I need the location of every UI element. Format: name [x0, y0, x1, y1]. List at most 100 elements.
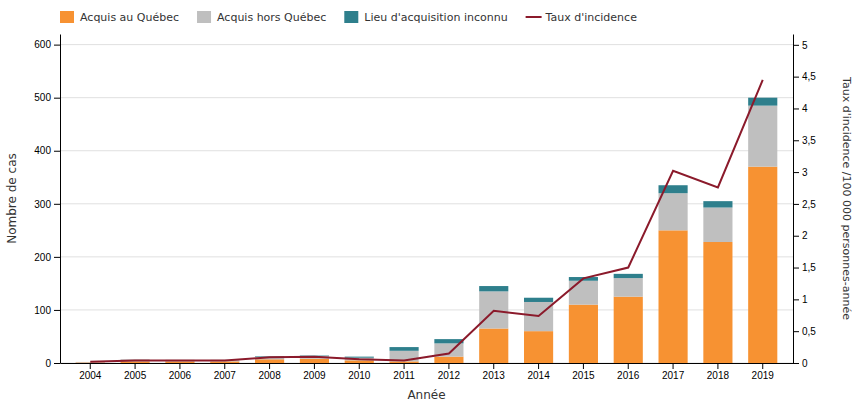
tick-mark	[762, 363, 763, 369]
tick-mark	[793, 331, 799, 332]
tick: 2,5	[793, 199, 816, 210]
tick-label: 2010	[348, 370, 371, 381]
tick-mark	[717, 363, 718, 369]
tick-label: 2018	[707, 370, 730, 381]
legend-swatch	[526, 16, 542, 18]
tick-label: 600	[34, 39, 51, 50]
tick: 0	[45, 358, 60, 369]
tick: 2008	[258, 363, 281, 381]
axis-line	[61, 363, 794, 364]
legend-item: Acquis hors Québec	[197, 11, 326, 24]
tick: 100	[34, 305, 60, 316]
tick: 2011	[393, 363, 415, 381]
tick-label: 2014	[527, 370, 550, 381]
tick-mark	[493, 363, 494, 369]
legend-item: Lieu d'acquisition inconnu	[344, 11, 507, 24]
tick-mark	[793, 363, 799, 364]
bar	[210, 361, 239, 363]
tick: 2	[793, 230, 808, 241]
tick-mark	[583, 363, 584, 369]
tick-mark	[54, 363, 60, 364]
tick-label: 1	[802, 294, 808, 305]
bar	[165, 361, 194, 363]
tick-label: 4,5	[802, 71, 816, 82]
tick-mark	[793, 204, 799, 205]
tick: 2015	[572, 363, 595, 381]
tick-mark	[54, 98, 60, 99]
tick-mark	[793, 140, 799, 141]
tick-mark	[54, 151, 60, 152]
bar	[300, 359, 329, 363]
tick-label: 2011	[393, 370, 415, 381]
plot: 2004200520062007200820092010201120122013…	[34, 35, 816, 382]
tick: 2012	[438, 363, 461, 381]
tick-label: 100	[34, 305, 51, 316]
tick-mark	[269, 363, 270, 369]
tick: 0	[793, 358, 808, 369]
tick: 2010	[348, 363, 371, 381]
tick-label: 2017	[662, 370, 685, 381]
legend-swatch	[197, 11, 211, 23]
tick-label: 2019	[752, 370, 775, 381]
bar-series	[255, 98, 777, 358]
tick-label: 2015	[572, 370, 595, 381]
axis-line	[60, 35, 61, 364]
bar	[748, 167, 777, 363]
bar	[479, 286, 508, 291]
bar	[255, 359, 284, 363]
tick: 400	[34, 145, 60, 156]
y2-axis: 00,511,522,533,544,55	[793, 35, 816, 369]
tick-label: 2009	[303, 370, 326, 381]
bar	[524, 331, 553, 363]
tick-label: 2,5	[802, 199, 816, 210]
chart: 2004200520062007200820092010201120122013…	[0, 0, 857, 409]
x-axis-title: Année	[407, 388, 445, 402]
tick: 2004	[79, 363, 102, 381]
bar	[614, 297, 643, 363]
tick-label: 400	[34, 145, 51, 156]
tick: 2007	[214, 363, 237, 381]
legend-label: Lieu d'acquisition inconnu	[364, 11, 507, 24]
tick: 200	[34, 252, 60, 263]
bar-series	[76, 106, 778, 363]
grid-line	[60, 44, 793, 45]
tick-mark	[448, 363, 449, 369]
tick: 3,5	[793, 135, 816, 146]
tick: 5	[793, 40, 808, 51]
bar	[345, 357, 374, 358]
tick-label: 0	[45, 358, 51, 369]
tick-label: 500	[34, 92, 51, 103]
tick-label: 2007	[214, 370, 237, 381]
legend-item: Acquis au Québec	[60, 11, 179, 24]
tick: 2016	[617, 363, 640, 381]
bar	[748, 106, 777, 167]
bar	[703, 242, 732, 363]
bar	[479, 329, 508, 363]
tick-label: 3	[802, 167, 808, 178]
bar	[703, 201, 732, 207]
tick: 4,5	[793, 71, 816, 82]
bar	[614, 274, 643, 278]
tick-mark	[359, 363, 360, 369]
legend-label: Taux d'incidence	[545, 11, 638, 24]
tick-mark	[793, 236, 799, 237]
tick: 2013	[483, 363, 506, 381]
tick-mark	[793, 45, 799, 46]
tick-label: 2	[802, 230, 808, 241]
tick-label: 2008	[258, 370, 281, 381]
tick: 600	[34, 39, 60, 50]
tick-mark	[793, 172, 799, 173]
marks	[76, 80, 778, 363]
tick-label: 2012	[438, 370, 461, 381]
tick-mark	[628, 363, 629, 369]
tick: 0,5	[793, 326, 816, 337]
tick-label: 2016	[617, 370, 640, 381]
tick-label: 2005	[124, 370, 147, 381]
bar	[659, 230, 688, 363]
tick: 2006	[169, 363, 192, 381]
x-axis: 2004 2005 2006 2007 2008 2009 2010 2011 2012 2013…	[61, 363, 794, 381]
legend-label: Acquis au Québec	[80, 11, 179, 24]
y-axis-title: Nombre de cas	[5, 153, 19, 244]
tick-mark	[54, 204, 60, 205]
tick: 500	[34, 92, 60, 103]
